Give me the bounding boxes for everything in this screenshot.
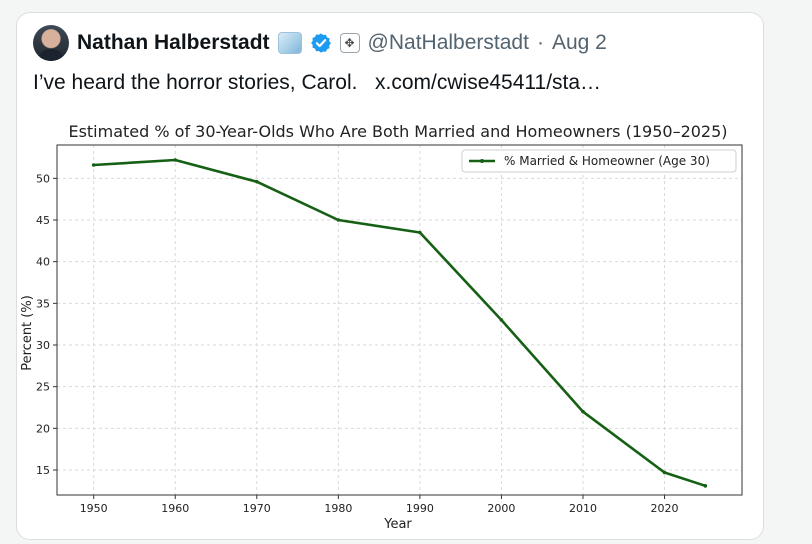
x-axis-label: Year [383,517,412,532]
x-tick-label: 1950 [80,502,108,515]
data-point [499,318,504,322]
chart-legend: % Married & Homeowner (Age 30) [461,149,737,173]
data-point [254,179,259,184]
chart-title: Estimated % of 30-Year-Olds Who Are Both… [68,122,727,141]
chart-image[interactable]: Estimated % of 30-Year-Olds Who Are Both… [17,113,763,540]
series-line [93,158,706,488]
chart-axes [56,144,743,496]
data-point [173,158,178,162]
y-tick-label: 15 [36,464,50,477]
plot-frame [56,144,743,496]
affiliate-badge-icon[interactable]: ✥ [339,33,360,53]
y-axis-label: Percent (%) [20,295,35,371]
ice-cube-emoji-icon [277,32,302,54]
author-name[interactable]: Nathan Halberstadt [77,31,270,54]
x-axis-ticks: 1950 1960 1970 1980 1990 2000 2010 2020 [80,495,679,515]
tweet-card[interactable]: Nathan Halberstadt ✥ @NatHalberstadt · A… [16,12,764,540]
x-tick-label: 1980 [324,502,352,515]
y-tick-label: 45 [36,214,50,227]
tweet-body: I’ve heard the horror stories, Carol. [33,71,358,94]
verified-badge-icon [310,33,331,53]
tweet-text: I’ve heard the horror stories, Carol. x.… [33,71,601,95]
data-point [91,163,96,167]
x-tick-label: 2010 [569,502,597,515]
legend-entry: % Married & Homeowner (Age 30) [504,154,710,168]
data-point [662,470,667,475]
y-tick-label: 50 [36,172,50,185]
data-point [703,484,708,488]
tweet-header: Nathan Halberstadt ✥ @NatHalberstadt · A… [33,25,607,61]
tweet-link[interactable]: x.com/cwise45411/sta… [375,71,602,94]
y-tick-label: 40 [36,256,50,269]
author-handle[interactable]: @NatHalberstadt [367,31,529,54]
x-tick-label: 2020 [651,502,679,515]
x-tick-label: 1960 [161,502,189,515]
data-point [336,218,341,222]
x-tick-label: 1990 [406,502,434,515]
chart-series [91,158,708,488]
chart-grid [57,145,742,495]
x-tick-label: 2000 [487,502,515,515]
legend-frame [461,149,737,173]
data-point [581,409,585,414]
y-tick-label: 25 [36,381,50,394]
y-axis-ticks: 15 20 25 30 35 40 45 50 [36,172,57,477]
x-tick-label: 1970 [243,502,271,515]
y-tick-label: 30 [36,339,50,352]
y-tick-label: 35 [36,297,50,310]
legend-marker [480,159,484,163]
separator-dot: · [536,31,544,54]
data-point [418,230,422,235]
avatar[interactable] [33,25,69,61]
tweet-date[interactable]: Aug 2 [551,31,607,54]
y-tick-label: 20 [36,422,50,435]
